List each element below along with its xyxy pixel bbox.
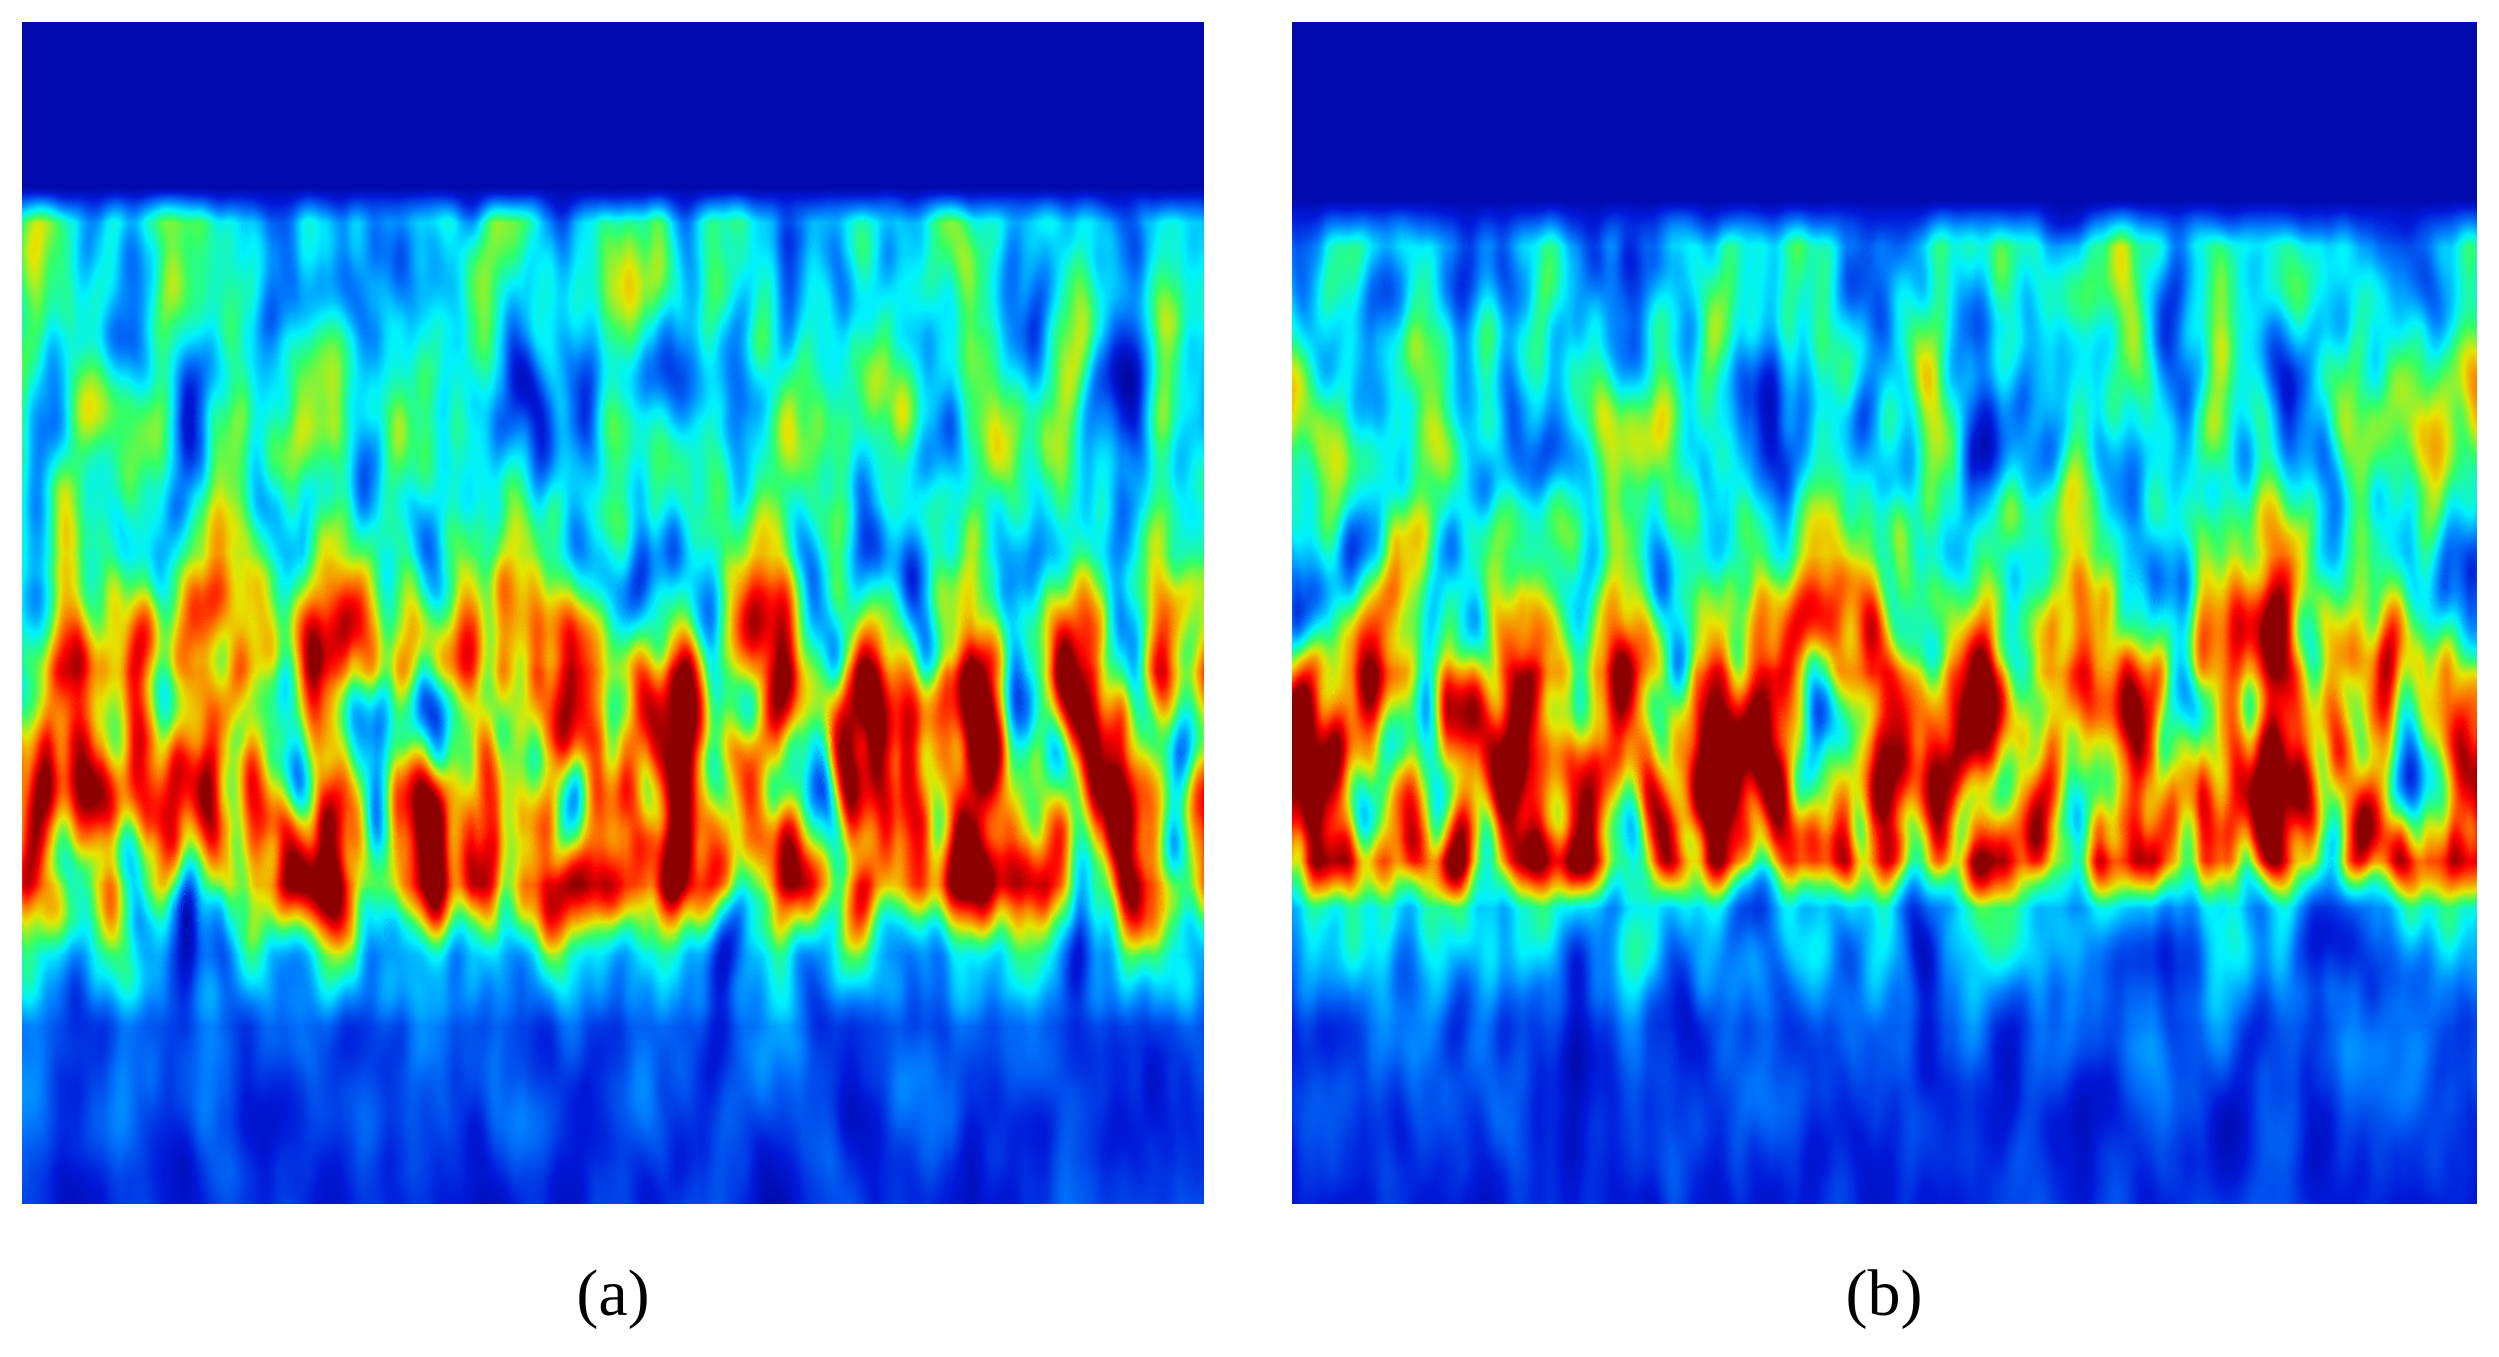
scalogram-a <box>22 22 1204 1204</box>
panel-label: (b) <box>1846 1257 1923 1330</box>
scalogram-b <box>1292 22 2477 1204</box>
panel-label: (a) <box>576 1257 649 1330</box>
